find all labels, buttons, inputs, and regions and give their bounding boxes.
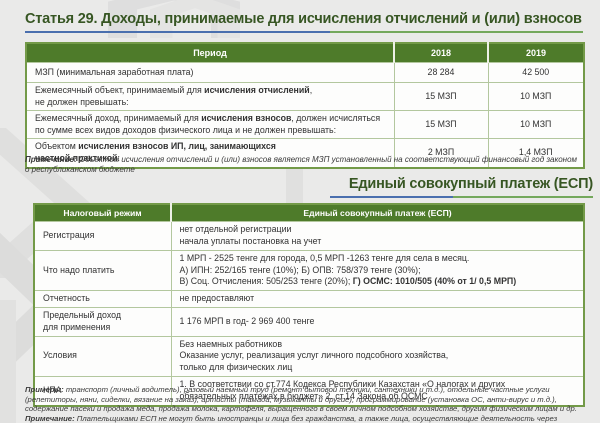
row-label: Ежемесячный объект, принимаемый для исчи… — [25, 81, 395, 112]
row-value: 1 МРП - 2525 тенге для города, 0,5 МРП -… — [170, 250, 585, 291]
value-2019: 42 500 — [487, 62, 585, 83]
article-title: Статья 29. Доходы, принимаемые для исчис… — [25, 11, 582, 27]
value-2019: 10 МЗП — [487, 110, 585, 140]
bottom-footnotes: Примеры: транспорт (личный водитель), ра… — [25, 385, 591, 423]
row-label: Регистрация — [33, 221, 172, 251]
table-row: Ежемесячный объект, принимаемый для исчи… — [25, 81, 585, 112]
table-row: Отчетность не предоставляют — [33, 289, 585, 308]
table-row: Ежемесячный доход, принимаемый для исчис… — [25, 110, 585, 140]
table1-footnote: Примечание: Объектом исчисления отчислен… — [25, 155, 581, 175]
row-label: Предельный доход для применения — [33, 306, 172, 337]
table-row: Регистрация нет отдельной регистрации на… — [33, 221, 585, 251]
table-row: Предельный доход для применения 1 176 МР… — [33, 306, 585, 337]
table-header-row: Налоговый режим Единый совокупный платеж… — [34, 204, 584, 222]
column-header-2018: 2018 — [393, 43, 488, 63]
footnote-label: Примечание: — [25, 155, 77, 164]
table-row: Условия Без наемных работников Оказание … — [33, 335, 585, 377]
value-2018: 2 МЗП — [393, 138, 489, 169]
row-label: Ежемесячный доход, принимаемый для исчис… — [25, 110, 395, 140]
column-header-period: Период — [26, 43, 394, 63]
row-label: НПА — [33, 375, 172, 407]
row-value: Без наемных работников Оказание услуг, р… — [170, 335, 585, 377]
underline-blue-segment — [25, 31, 330, 33]
underline-green-segment — [453, 196, 593, 198]
income-limits-table: Период 2018 2019 МЗП (минимальная зарабо… — [25, 42, 585, 169]
esp-regime-table: Налоговый режим Единый совокупный платеж… — [33, 203, 585, 407]
article-title-underline — [25, 31, 583, 33]
row-value: не предоставляют — [170, 289, 585, 308]
row-value: 1. В соответствии со ст.774 Кодекса Респ… — [170, 375, 585, 407]
remark-label: Примечание: — [25, 414, 75, 423]
row-label: Что надо платить — [33, 250, 172, 291]
footnote-text: Объектом исчисления отчислений и (или) в… — [25, 155, 578, 175]
row-label: Объектом исчисления взносов ИП, лиц, зан… — [25, 138, 395, 169]
value-2018: 15 МЗП — [393, 110, 489, 140]
column-header-regime: Налоговый режим — [34, 204, 171, 222]
table-header-row: Период 2018 2019 — [26, 43, 584, 63]
remark-text: Плательщиками ЕСП не могут быть иностран… — [76, 414, 558, 423]
watermark-edge-band — [0, 300, 16, 423]
underline-green-segment — [330, 31, 583, 33]
row-label: Условия — [33, 335, 172, 377]
table-row: МЗП (минимальная заработная плата) 28 28… — [25, 62, 585, 83]
esp-title: Единый совокупный платеж (ЕСП) — [348, 176, 593, 192]
column-header-esp: Единый совокупный платеж (ЕСП) — [170, 204, 584, 222]
esp-title-underline — [330, 196, 593, 198]
examples-text: транспорт (личный водитель), разовый нае… — [25, 385, 577, 414]
row-value: 1 176 МРП в год- 2 969 400 тенге — [170, 306, 585, 337]
column-header-2019: 2019 — [487, 43, 584, 63]
table-row: Объектом исчисления взносов ИП, лиц, зан… — [25, 138, 585, 169]
row-value: нет отдельной регистрации начала уплаты … — [170, 221, 585, 251]
value-2018: 15 МЗП — [393, 81, 489, 112]
examples-label: Примеры: — [25, 385, 64, 394]
table-row: Что надо платить 1 МРП - 2525 тенге для … — [33, 250, 585, 291]
row-label: Отчетность — [33, 289, 172, 308]
remark-note: Примечание: Плательщиками ЕСП не могут б… — [25, 414, 591, 423]
value-2019: 10 МЗП — [487, 81, 585, 112]
value-2018: 28 284 — [393, 62, 489, 83]
examples-note: Примеры: транспорт (личный водитель), ра… — [25, 385, 591, 414]
row-label: МЗП (минимальная заработная плата) — [25, 62, 395, 83]
value-2019: 1,4 МЗП — [487, 138, 585, 169]
table-row: НПА 1. В соответствии со ст.774 Кодекса … — [33, 375, 585, 407]
underline-blue-segment — [330, 196, 453, 198]
